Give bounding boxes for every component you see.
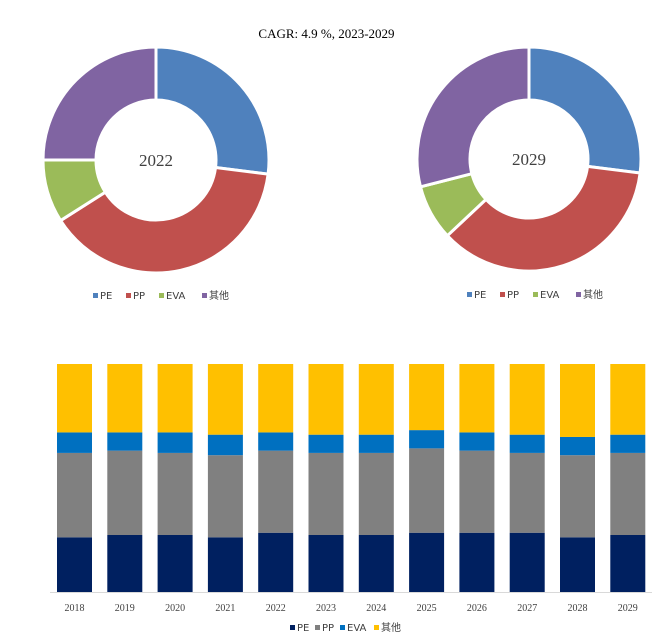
bar-segment-2018-EVA	[57, 432, 92, 453]
bar-segment-2023-其他	[308, 364, 344, 435]
bar-segment-2029-PP	[610, 452, 646, 535]
bar-segment-2026-PE	[459, 532, 495, 592]
legend-label: 其他	[209, 289, 229, 302]
bar-segment-2021-PE	[207, 537, 243, 592]
bar-segment-2020-其他	[157, 364, 193, 433]
bar-segment-2027-EVA	[509, 434, 545, 453]
bar-segment-2021-PP	[207, 455, 243, 538]
donut-slice-2022-3	[41, 45, 158, 162]
x-tick-label: 2028	[568, 603, 588, 614]
bar-segment-2023-PP	[308, 452, 344, 535]
x-tick-label: 2020	[165, 603, 185, 614]
legend-label: PP	[133, 291, 145, 302]
bar-segment-2024-其他	[358, 364, 394, 435]
legend-marker-2	[533, 292, 538, 297]
bar-legend-marker-2	[340, 625, 345, 630]
legend-label: PP	[507, 290, 519, 301]
bar-segment-2022-PP	[258, 450, 294, 533]
x-tick-label: 2025	[417, 603, 437, 614]
legend-marker-3	[202, 293, 207, 298]
bar-segment-2026-EVA	[459, 432, 495, 451]
bar-segment-2019-PE	[107, 535, 143, 592]
donut-chart-2029: 2029 PE PP EVA 其他	[415, 45, 643, 301]
bar-segment-2025-PE	[409, 532, 445, 592]
x-tick-label: 2027	[517, 603, 537, 614]
bar-segment-2020-EVA	[157, 432, 193, 453]
bar-segment-2025-其他	[409, 364, 445, 431]
legend-marker-1	[500, 292, 505, 297]
bar-segment-2019-其他	[107, 364, 143, 433]
legend-label: EVA	[166, 291, 186, 302]
bar-segment-2025-PP	[409, 448, 445, 533]
legend-label: PE	[474, 290, 486, 301]
bar-legend-label: 其他	[381, 621, 401, 634]
bar-legend-label: PE	[297, 623, 309, 634]
donut-slice-2029-1	[445, 164, 642, 273]
legend-marker-1	[126, 293, 131, 298]
bar-segment-2019-EVA	[107, 432, 143, 451]
legend-label: 其他	[583, 288, 603, 301]
bar-segment-2019-PP	[107, 450, 143, 535]
bar-segment-2022-EVA	[258, 432, 294, 451]
bar-segment-2023-PE	[308, 535, 344, 592]
legend-marker-0	[467, 292, 472, 297]
legend-marker-2	[159, 293, 164, 298]
x-tick-label: 2021	[215, 603, 235, 614]
bar-segment-2024-PP	[358, 452, 394, 535]
bar-segment-2027-其他	[509, 364, 545, 435]
bar-segment-2026-PP	[459, 450, 495, 533]
bar-segment-2020-PP	[157, 452, 193, 535]
bar-legend-marker-1	[315, 625, 320, 630]
bar-segment-2018-其他	[57, 364, 92, 433]
bar-legend-marker-0	[290, 625, 295, 630]
cagr-title: CAGR: 4.9 %, 2023-2029	[258, 26, 395, 41]
bar-segment-2023-EVA	[308, 434, 344, 453]
bar-legend-label: EVA	[347, 623, 367, 634]
legend-marker-0	[93, 293, 98, 298]
bar-segment-2024-PE	[358, 535, 394, 592]
bar-segment-2029-其他	[610, 364, 646, 435]
legend-label: EVA	[540, 290, 560, 301]
bar-segment-2028-PE	[560, 537, 595, 592]
donut-slice-2022-1	[58, 165, 270, 275]
x-tick-label: 2024	[366, 603, 386, 614]
bar-segment-2028-EVA	[560, 436, 595, 456]
donut-center-label: 2029	[512, 150, 546, 169]
donut-slice-2022-0	[154, 45, 271, 176]
bar-segment-2025-EVA	[409, 430, 445, 449]
donut-slice-2029-3	[415, 45, 531, 189]
stacked-bar-chart: 2018 2019 2020 2021 2022 2023 2024 2025 2026 2027…	[50, 364, 652, 634]
x-tick-label: 2018	[65, 603, 85, 614]
x-tick-label: 2022	[266, 603, 286, 614]
legend-marker-3	[576, 292, 581, 297]
bar-segment-2021-EVA	[207, 434, 243, 456]
x-tick-label: 2029	[618, 603, 638, 614]
x-tick-label: 2023	[316, 603, 336, 614]
bar-segment-2029-EVA	[610, 434, 646, 453]
bar-segment-2021-其他	[207, 364, 243, 435]
bar-segment-2028-其他	[560, 364, 595, 437]
donut-center-label: 2022	[139, 151, 173, 170]
bar-segment-2022-PE	[258, 532, 294, 592]
bar-segment-2018-PP	[57, 452, 92, 538]
x-tick-label: 2019	[115, 603, 135, 614]
x-tick-label: 2026	[467, 603, 487, 614]
donut-chart-2022: 2022 PE PP EVA 其他	[41, 45, 271, 302]
bar-segment-2022-其他	[258, 364, 294, 433]
bar-segment-2029-PE	[610, 535, 646, 592]
bar-segment-2020-PE	[157, 535, 193, 592]
bar-segment-2027-PE	[509, 532, 545, 592]
bar-legend-marker-3	[374, 625, 379, 630]
bar-segment-2027-PP	[509, 452, 545, 533]
bar-segment-2026-其他	[459, 364, 495, 433]
bar-legend-label: PP	[322, 623, 334, 634]
bar-segment-2024-EVA	[358, 434, 394, 453]
legend-label: PE	[100, 291, 112, 302]
donut-slice-2029-0	[527, 45, 643, 175]
bar-segment-2018-PE	[57, 537, 92, 592]
bar-segment-2028-PP	[560, 455, 595, 538]
